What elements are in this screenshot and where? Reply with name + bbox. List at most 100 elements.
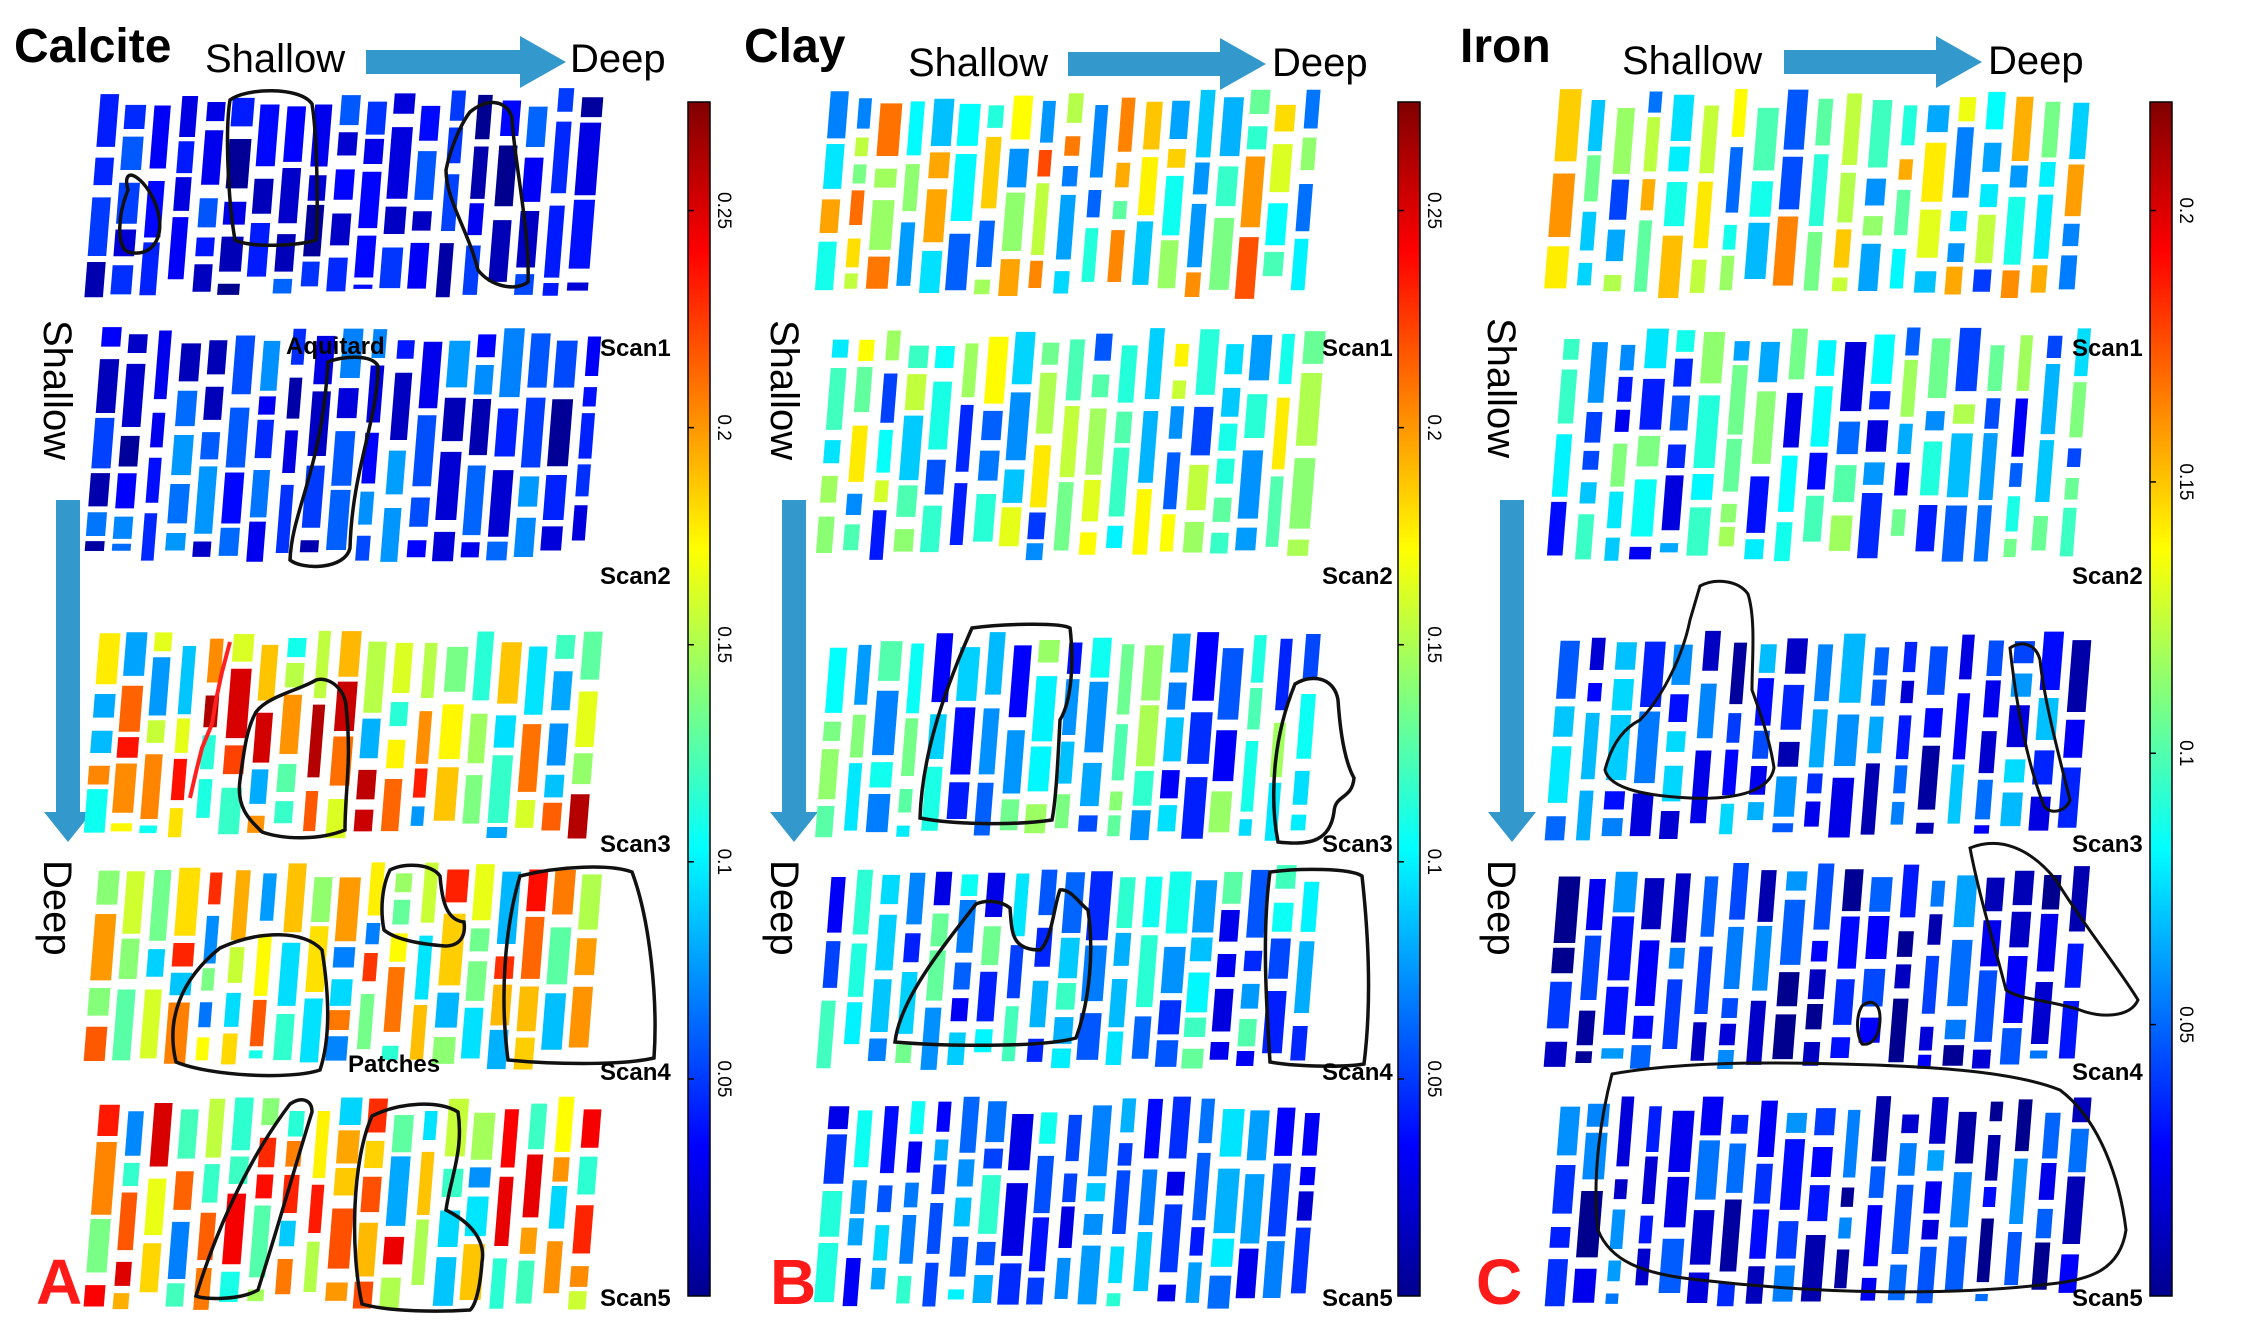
rock-chip	[1579, 211, 1597, 251]
rock-chip	[393, 93, 416, 114]
rock-chip	[171, 943, 195, 967]
rock-chip	[333, 1167, 358, 1196]
rock-chip	[1028, 1217, 1050, 1272]
rock-chip	[895, 1275, 912, 1304]
rock-chip	[1192, 632, 1220, 701]
rock-chip	[952, 962, 972, 990]
rock-chip	[494, 408, 519, 457]
rock-chip	[1006, 945, 1024, 999]
colorbar-tick-label: 0.2	[2175, 197, 2196, 223]
rock-chip	[2063, 719, 2085, 758]
rock-chip	[1690, 474, 1714, 500]
rock-chip	[1192, 1152, 1211, 1221]
rock-chip	[1058, 741, 1075, 784]
rock-chip	[823, 1134, 848, 1184]
rock-chip	[1262, 1241, 1285, 1299]
rock-chip	[1785, 1112, 1808, 1133]
rock-chip	[290, 328, 307, 365]
rock-chip	[1984, 398, 2001, 429]
colorbar-tick-label: 0.15	[2175, 463, 2196, 500]
rock-chip	[412, 415, 437, 487]
rock-chip	[331, 431, 356, 486]
rock-chip	[928, 381, 953, 450]
rock-chip	[1235, 527, 1258, 551]
rock-chip	[1924, 411, 1946, 431]
rock-chip	[1803, 801, 1821, 827]
rock-chip	[1189, 937, 1213, 962]
rock-chip	[1658, 811, 1680, 839]
rock-chip	[1065, 339, 1086, 401]
rock-chip	[1301, 1113, 1320, 1156]
rock-chip	[849, 714, 867, 758]
rock-chip	[1082, 1213, 1104, 1235]
rock-chip	[1085, 871, 1114, 941]
rock-chip	[1689, 750, 1712, 824]
rock-chip	[203, 386, 224, 420]
rock-chip	[90, 1141, 117, 1215]
scan-label: Scan1	[600, 335, 671, 362]
rock-chip	[1610, 443, 1628, 487]
rock-chip	[1007, 1113, 1034, 1171]
rock-chip	[1157, 1000, 1182, 1035]
rock-chip	[222, 1193, 247, 1265]
scan-label: Scan4	[1322, 1059, 1393, 1086]
rock-chip	[222, 745, 246, 775]
rock-chip	[1117, 345, 1138, 403]
rock-chip	[1836, 421, 1861, 455]
rock-chip	[1215, 166, 1239, 207]
rock-chip	[1582, 450, 1600, 470]
rock-chip	[396, 340, 415, 359]
rock-chip	[153, 330, 172, 400]
rock-chip	[1775, 1221, 1799, 1259]
rock-chip	[251, 178, 274, 214]
rock-chip	[1078, 532, 1097, 555]
rock-chip	[1033, 1155, 1055, 1214]
rock-chip	[1648, 91, 1663, 113]
rock-chip	[1580, 712, 1600, 780]
rock-chip	[1293, 941, 1315, 1014]
colorbar-clay: 0.25 0.2 0.15 0.1 0.05	[1397, 101, 1444, 1297]
colorbar-tick-label: 0.05	[1423, 1060, 1444, 1097]
rock-chip	[885, 330, 902, 361]
region-outline	[380, 863, 467, 948]
rock-chip	[1702, 630, 1722, 671]
panel-title: Calcite	[14, 20, 171, 73]
rock-chip	[520, 397, 546, 468]
rock-chip	[163, 1002, 190, 1064]
rock-chip	[1137, 157, 1159, 216]
rock-chip	[1290, 814, 1307, 831]
rock-chip	[541, 802, 563, 831]
rock-chip	[1902, 641, 1918, 673]
rock-chip	[1634, 940, 1660, 1006]
rock-chip	[1037, 640, 1061, 663]
rock-chip	[578, 874, 603, 930]
rock-chip	[517, 724, 542, 792]
rock-chip	[921, 766, 943, 831]
rock-chip	[1249, 89, 1271, 115]
rock-chip	[1746, 476, 1770, 533]
rock-chip	[252, 712, 274, 763]
rock-chip	[1159, 770, 1180, 799]
rock-chip	[445, 340, 471, 388]
rock-chip	[1001, 192, 1026, 252]
rock-chip	[1290, 238, 1309, 291]
rock-chip	[1169, 100, 1191, 140]
rock-chip	[1077, 1245, 1101, 1305]
rock-chip	[1619, 344, 1636, 371]
rock-chip	[1955, 327, 1982, 392]
rock-chip	[231, 335, 256, 395]
rock-chip	[880, 373, 898, 423]
rock-chip	[1837, 916, 1860, 969]
rock-chip	[339, 328, 364, 378]
rock-chip	[1220, 387, 1241, 417]
rock-chip	[1543, 1041, 1568, 1067]
rock-chip	[1213, 1168, 1240, 1234]
rock-chip	[983, 1148, 1004, 1169]
rock-chip	[1757, 1100, 1779, 1158]
rock-chip	[410, 806, 425, 826]
rock-chip	[95, 359, 120, 414]
region-outline	[444, 100, 530, 289]
rock-chip	[1106, 1293, 1121, 1307]
rock-chip	[2038, 162, 2056, 187]
rock-chip	[572, 1205, 594, 1254]
